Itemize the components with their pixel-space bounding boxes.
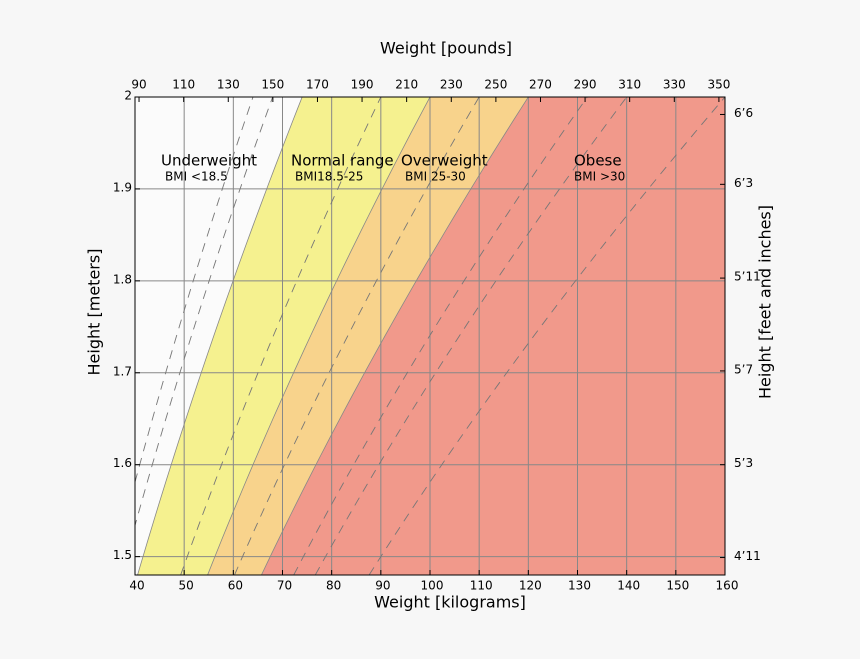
- y-tick-label: 1.6: [113, 456, 132, 470]
- y2-tick-label: 6’3: [734, 176, 753, 190]
- plot-area: [135, 97, 725, 575]
- x2-tick-label: 110: [172, 78, 195, 92]
- zone-name: Obese: [574, 152, 622, 170]
- y-tick-label: 2: [124, 89, 132, 103]
- x-tick-label: 80: [326, 579, 341, 593]
- zone-boundary: [137, 97, 303, 575]
- x2-tick-label: 250: [484, 78, 507, 92]
- y-tick-label: 1.7: [113, 364, 132, 378]
- x2-tick-label: 130: [217, 78, 240, 92]
- zone-boundary: [261, 97, 529, 575]
- x2-tick-label: 270: [529, 78, 552, 92]
- x-tick-label: 150: [666, 579, 689, 593]
- x-tick-label: 100: [421, 579, 444, 593]
- y2-tick-label: 5’7: [734, 362, 753, 376]
- zone-label: BMI >30: [574, 170, 625, 184]
- x-tick-label: 60: [228, 579, 243, 593]
- x2-tick-label: 310: [618, 78, 641, 92]
- bmi-dashed-line: [314, 97, 628, 575]
- bmi-dashed-line: [180, 97, 382, 575]
- y-axis-label: Height [meters]: [85, 249, 104, 376]
- x-tick-label: 120: [519, 579, 542, 593]
- bmi-dashed-line: [135, 97, 274, 528]
- x-axis-label: Weight [kilograms]: [374, 593, 526, 612]
- x-tick-label: 110: [470, 579, 493, 593]
- x2-tick-label: 210: [395, 78, 418, 92]
- x2-tick-label: 330: [663, 78, 686, 92]
- y-tick-label: 1.8: [113, 272, 132, 286]
- x2-axis-label: Weight [pounds]: [380, 39, 512, 58]
- y-tick-label: 1.5: [113, 548, 132, 562]
- x-tick-label: 50: [179, 579, 194, 593]
- x2-tick-label: 90: [131, 78, 146, 92]
- bmi-dashed-line: [234, 97, 480, 575]
- x2-tick-label: 190: [351, 78, 374, 92]
- zone-label: BMI 25-30: [405, 170, 466, 184]
- zone-name: Underweight: [161, 152, 257, 170]
- zone-area: [135, 97, 303, 575]
- x2-tick-label: 170: [306, 78, 329, 92]
- x2-tick-label: 290: [574, 78, 597, 92]
- x-tick-label: 130: [568, 579, 591, 593]
- y2-tick-label: 5’3: [734, 456, 753, 470]
- x2-tick-label: 230: [440, 78, 463, 92]
- x2-tick-label: 350: [707, 78, 730, 92]
- zone-boundary: [207, 97, 431, 575]
- x-tick-label: 160: [716, 579, 739, 593]
- x-tick-label: 140: [617, 579, 640, 593]
- zone-name: Normal range: [291, 152, 394, 170]
- x-tick-label: 40: [129, 579, 144, 593]
- y2-axis-label: Height [feet and inches]: [756, 205, 775, 399]
- y2-tick-label: 4’11: [734, 549, 761, 563]
- zone-label: BMI <18.5: [165, 170, 228, 184]
- x-tick-label: 90: [375, 579, 390, 593]
- zone-name: Overweight: [401, 152, 488, 170]
- bmi-dashed-line: [135, 97, 254, 484]
- bmi-dashed-line: [368, 97, 725, 575]
- y2-tick-label: 6’6: [734, 106, 753, 120]
- x2-tick-label: 150: [261, 78, 284, 92]
- zone-label: BMI18.5-25: [295, 170, 363, 184]
- bmi-dashed-line: [293, 97, 588, 575]
- y-tick-label: 1.9: [113, 180, 132, 194]
- y2-tick-label: 5’11: [734, 270, 761, 284]
- x-tick-label: 70: [277, 579, 292, 593]
